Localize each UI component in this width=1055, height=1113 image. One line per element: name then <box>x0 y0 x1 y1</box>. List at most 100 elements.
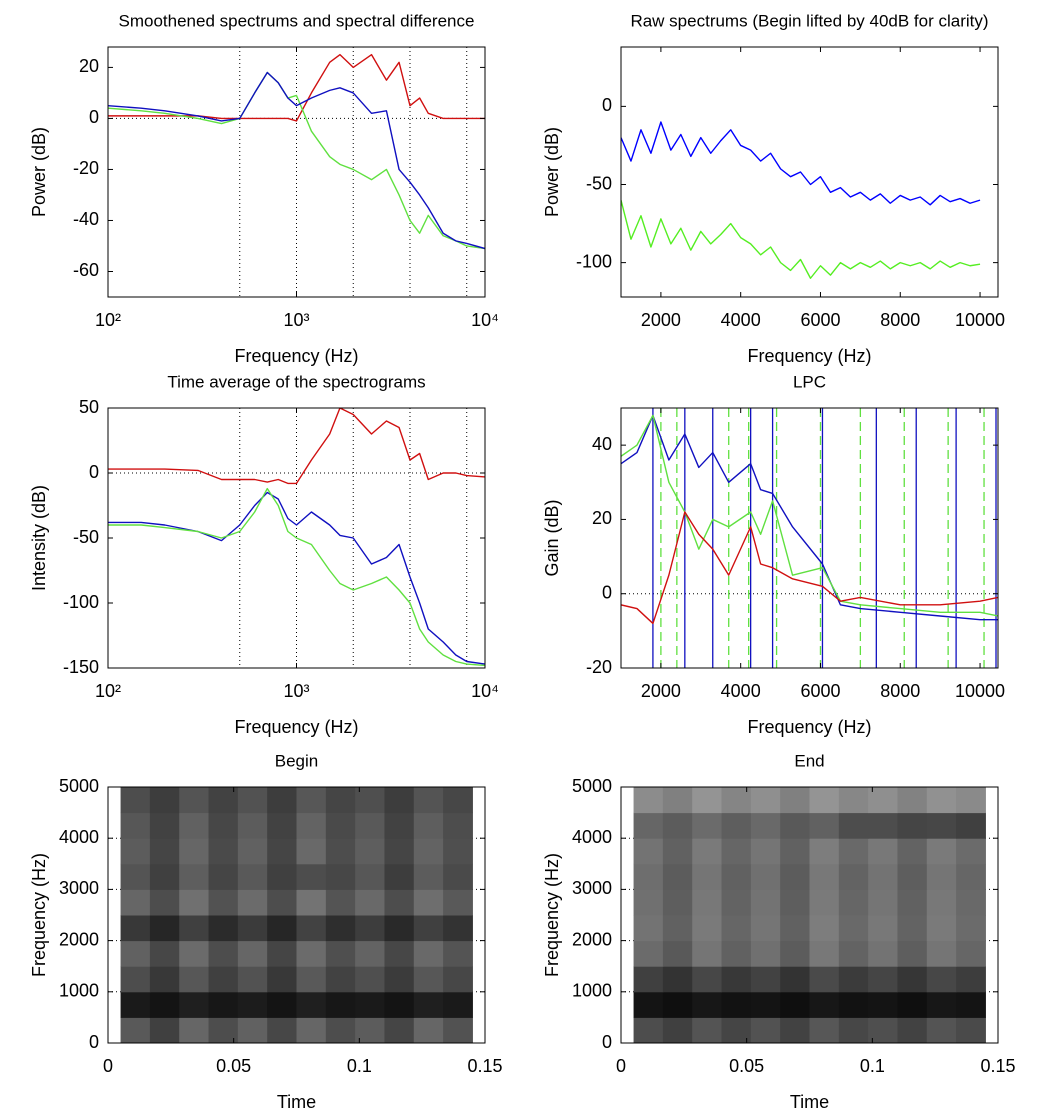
heatmap-cell <box>355 889 385 916</box>
heatmap-cell <box>633 991 664 1018</box>
heatmap-cell <box>120 838 151 865</box>
y-axis-label: Gain (dB) <box>542 499 562 576</box>
x-axis-label: Frequency (Hz) <box>747 717 871 737</box>
x-axis-label: Frequency (Hz) <box>234 346 358 366</box>
heatmap-cell <box>267 991 297 1018</box>
x-tick-label: 8000 <box>880 310 920 330</box>
axes-frame <box>620 786 999 1044</box>
heatmap-cell <box>237 787 268 814</box>
heatmap-cell <box>413 787 444 814</box>
heatmap-cell <box>780 838 810 865</box>
x-tick-label: 8000 <box>880 681 920 701</box>
heatmap-cell <box>325 889 356 916</box>
y-tick-label: 0 <box>602 1032 612 1052</box>
heatmap-cell <box>662 812 693 839</box>
heatmap-cell <box>897 812 928 839</box>
heatmap-cell <box>208 991 239 1018</box>
heatmap-cell <box>780 787 810 814</box>
heatmap-cell <box>780 889 810 916</box>
heatmap-cell <box>296 812 327 839</box>
heatmap-cell <box>208 889 239 916</box>
heatmap-cell <box>325 838 356 865</box>
heatmap-cell <box>809 915 840 942</box>
heatmap-cell <box>662 966 693 993</box>
heatmap-cell <box>325 1017 356 1043</box>
heatmap-cell <box>355 1017 385 1043</box>
chart-title: Begin <box>275 751 318 770</box>
panel: 0 0.05 0.1 0.15 0 1000 2000 3000 4000 5000 Begin Ti… <box>29 751 503 1111</box>
heatmap-cell <box>149 940 180 967</box>
heatmap-cell <box>956 889 986 916</box>
heatmap-cell <box>267 863 297 890</box>
heatmap-cell <box>956 915 986 942</box>
plot-area <box>108 787 485 1043</box>
heatmap-cell <box>926 863 957 890</box>
heatmap-cell <box>237 1017 268 1043</box>
heatmap-cell <box>120 991 151 1018</box>
heatmap-cell <box>662 863 693 890</box>
heatmap-cell <box>692 863 723 890</box>
x-tick-label: 0.05 <box>216 1056 251 1076</box>
plot-area <box>621 408 998 668</box>
heatmap-cell <box>384 966 415 993</box>
heatmap-cell <box>868 991 898 1018</box>
x-tick-label: 10⁴ <box>471 681 499 701</box>
heatmap-cell <box>443 812 473 839</box>
x-tick-label: 10² <box>95 681 121 701</box>
heatmap-cell <box>149 863 180 890</box>
heatmap-cell <box>355 812 385 839</box>
series-line <box>108 71 485 250</box>
heatmap-cell <box>926 838 957 865</box>
heatmap-cell <box>443 863 473 890</box>
heatmap-cell <box>897 838 928 865</box>
x-tick-label: 6000 <box>800 681 840 701</box>
heatmap-cell <box>149 966 180 993</box>
y-tick-label: 0 <box>602 95 612 115</box>
heatmap-cell <box>443 940 473 967</box>
heatmap-cell <box>662 1017 693 1043</box>
axes-frame <box>107 786 486 1044</box>
heatmap-cell <box>413 838 444 865</box>
x-tick-label: 10³ <box>283 310 309 330</box>
x-axis-label: Frequency (Hz) <box>234 717 358 737</box>
plot-area <box>108 47 485 297</box>
y-tick-label: 40 <box>592 434 612 454</box>
heatmap-cell <box>179 991 210 1018</box>
x-tick-label: 0.1 <box>347 1056 372 1076</box>
heatmap-cell <box>296 966 327 993</box>
plot-area <box>108 408 485 668</box>
heatmap-cell <box>662 838 693 865</box>
heatmap-cell <box>897 889 928 916</box>
axes-frame <box>620 407 999 669</box>
y-tick-label: 1000 <box>572 981 612 1001</box>
heatmap-cell <box>355 838 385 865</box>
x-axis-label: Time <box>790 1092 829 1112</box>
heatmap-cell <box>208 915 239 942</box>
heatmap-cell <box>296 991 327 1018</box>
heatmap-cell <box>897 915 928 942</box>
heatmap-cell <box>838 889 869 916</box>
chart-title: Smoothened spectrums and spectral differ… <box>119 11 475 30</box>
heatmap-cell <box>149 787 180 814</box>
heatmap-cell <box>868 1017 898 1043</box>
heatmap-cell <box>384 812 415 839</box>
heatmap-cell <box>809 991 840 1018</box>
heatmap-cell <box>662 915 693 942</box>
heatmap-cell <box>384 940 415 967</box>
panel: 10² 10³ 10⁴ 20 0 -20 -40 -60 Smoothened spectrum… <box>29 11 499 365</box>
heatmap-cell <box>750 812 781 839</box>
heatmap-cell <box>721 838 752 865</box>
heatmap-cell <box>721 889 752 916</box>
heatmap-cell <box>897 863 928 890</box>
y-tick-label: 3000 <box>59 878 99 898</box>
chart-title: Raw spectrums (Begin lifted by 40dB for … <box>630 11 988 30</box>
heatmap-cell <box>750 889 781 916</box>
heatmap-cell <box>633 787 664 814</box>
heatmap-cell <box>296 1017 327 1043</box>
y-tick-label: 0 <box>602 582 612 602</box>
heatmap-cell <box>662 889 693 916</box>
y-tick-label: 5000 <box>59 776 99 796</box>
y-axis-label: Frequency (Hz) <box>29 853 49 977</box>
heatmap-cell <box>149 1017 180 1043</box>
